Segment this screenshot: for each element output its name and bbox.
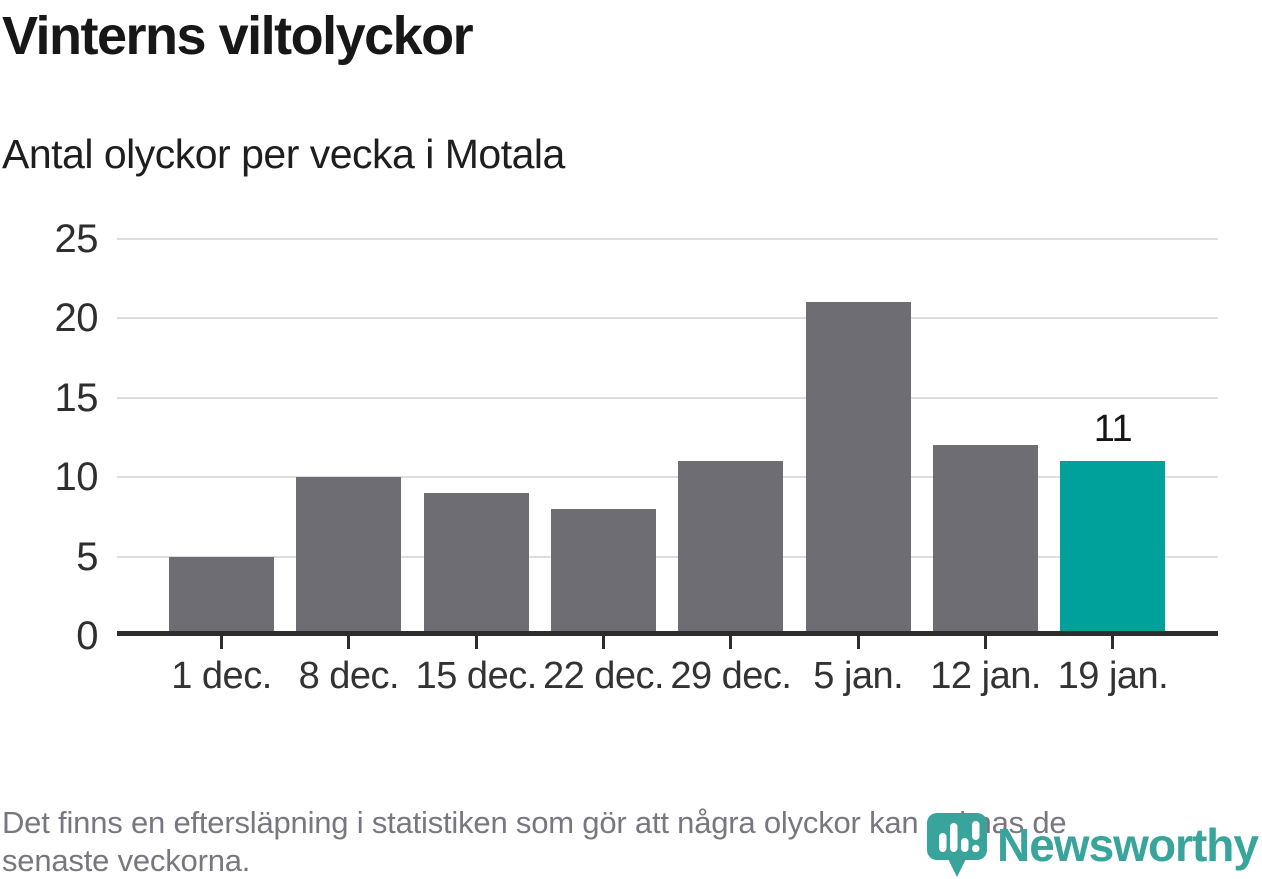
x-axis-tick — [602, 636, 606, 649]
gridline — [117, 317, 1218, 319]
bar — [933, 445, 1039, 636]
y-axis-label: 5 — [76, 534, 98, 579]
gridline — [117, 237, 1218, 240]
x-axis-label: 12 jan. — [930, 655, 1041, 697]
newsworthy-logo-text: Newsworthy — [997, 819, 1259, 871]
footer-note: Det finns en eftersläpning i statistiken… — [2, 804, 1067, 879]
y-axis-label: 0 — [76, 614, 98, 658]
y-axis-label: 10 — [54, 455, 99, 499]
bar-value-label: 11 — [1093, 408, 1133, 451]
chart-subtitle: Antal olyckor per vecka i Motala — [2, 131, 565, 177]
x-axis-tick — [984, 636, 988, 649]
bar — [169, 556, 274, 636]
y-axis-label: 25 — [54, 216, 99, 261]
footer-note-line: senaste veckorna. — [2, 843, 251, 878]
x-axis-line — [117, 631, 1218, 636]
bar — [678, 461, 784, 636]
chart-title: Vinterns viltolyckor — [2, 6, 474, 66]
bar-chart-speech-bubble-icon — [927, 813, 987, 877]
newsworthy-logo: Newsworthy — [926, 812, 1259, 878]
x-axis-tick — [220, 636, 223, 649]
x-axis-label: 29 dec. — [670, 655, 792, 697]
x-axis-label: 8 dec. — [298, 655, 400, 697]
bar — [296, 477, 402, 636]
bar-highlighted — [1060, 461, 1166, 636]
x-axis-tick — [729, 636, 733, 649]
x-axis-tick — [474, 636, 478, 649]
footer-note-line: Det finns en eftersläpning i statistiken… — [2, 805, 1067, 840]
y-axis-label: 20 — [54, 296, 99, 340]
x-axis-tick — [1111, 636, 1115, 649]
gridline — [117, 476, 1218, 478]
x-axis-label: 15 dec. — [415, 655, 538, 697]
x-axis-tick — [347, 636, 351, 649]
x-axis-label: 22 dec. — [542, 655, 665, 697]
x-axis-tick — [856, 636, 860, 649]
bar — [551, 508, 657, 636]
gridline — [117, 396, 1218, 399]
x-axis-label: 5 jan. — [813, 655, 904, 697]
x-axis-label: 19 jan. — [1057, 655, 1169, 697]
y-axis-label: 15 — [54, 375, 99, 420]
bar — [423, 492, 529, 636]
x-axis-label: 1 dec. — [171, 655, 272, 697]
bar — [805, 302, 911, 636]
gridline — [117, 555, 1218, 558]
